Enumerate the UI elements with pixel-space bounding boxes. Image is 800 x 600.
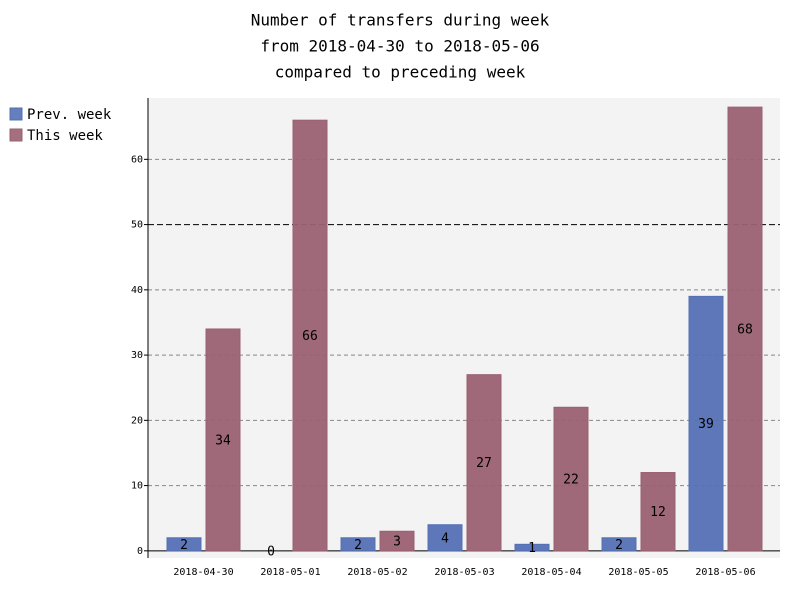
bar [427, 524, 463, 552]
legend-label: Prev. week [27, 107, 112, 123]
y-tick-label: 10 [131, 481, 143, 492]
value-label: 66 [302, 329, 318, 344]
x-tick-label: 2018-05-02 [347, 567, 407, 578]
bar [727, 106, 763, 552]
value-label: 2 [180, 538, 188, 553]
x-tick-label: 2018-05-06 [695, 567, 755, 578]
bar [553, 406, 589, 552]
chart-title: Number of transfers during week [251, 11, 550, 30]
value-label: 68 [737, 322, 753, 337]
bar [688, 295, 724, 552]
value-label: 27 [476, 456, 492, 471]
value-label: 22 [563, 473, 579, 488]
bar [166, 537, 202, 552]
bar [514, 543, 550, 552]
value-label: 4 [441, 531, 449, 546]
x-tick-label: 2018-05-03 [434, 567, 494, 578]
bar [340, 537, 376, 552]
value-label: 0 [267, 544, 275, 559]
y-tick-label: 40 [131, 285, 143, 296]
legend-swatch [9, 107, 23, 121]
chart-title: compared to preceding week [275, 63, 526, 82]
value-label: 3 [393, 535, 401, 550]
bar [379, 530, 415, 552]
value-label: 2 [354, 538, 362, 553]
x-tick-label: 2018-05-01 [260, 567, 320, 578]
x-tick-label: 2018-05-05 [608, 567, 668, 578]
value-label: 34 [215, 433, 231, 448]
y-tick-label: 60 [131, 154, 143, 165]
x-tick-label: 2018-05-04 [521, 567, 581, 578]
y-tick-label: 0 [137, 546, 143, 557]
value-label: 12 [650, 505, 666, 520]
bar [205, 328, 241, 552]
legend-swatch [9, 128, 23, 142]
bar [466, 374, 502, 552]
value-label: 2 [615, 538, 623, 553]
plot-area [148, 98, 780, 558]
value-label: 1 [528, 541, 536, 556]
value-label: 39 [698, 417, 714, 432]
y-tick-label: 20 [131, 415, 143, 426]
y-tick-label: 30 [131, 350, 143, 361]
y-tick-label: 50 [131, 220, 143, 231]
bar [601, 537, 637, 552]
bar [292, 119, 328, 552]
x-tick-label: 2018-04-30 [173, 567, 233, 578]
chart-title: from 2018-04-30 to 2018-05-06 [260, 37, 539, 56]
legend-label: This week [27, 128, 103, 144]
bar [640, 472, 676, 552]
